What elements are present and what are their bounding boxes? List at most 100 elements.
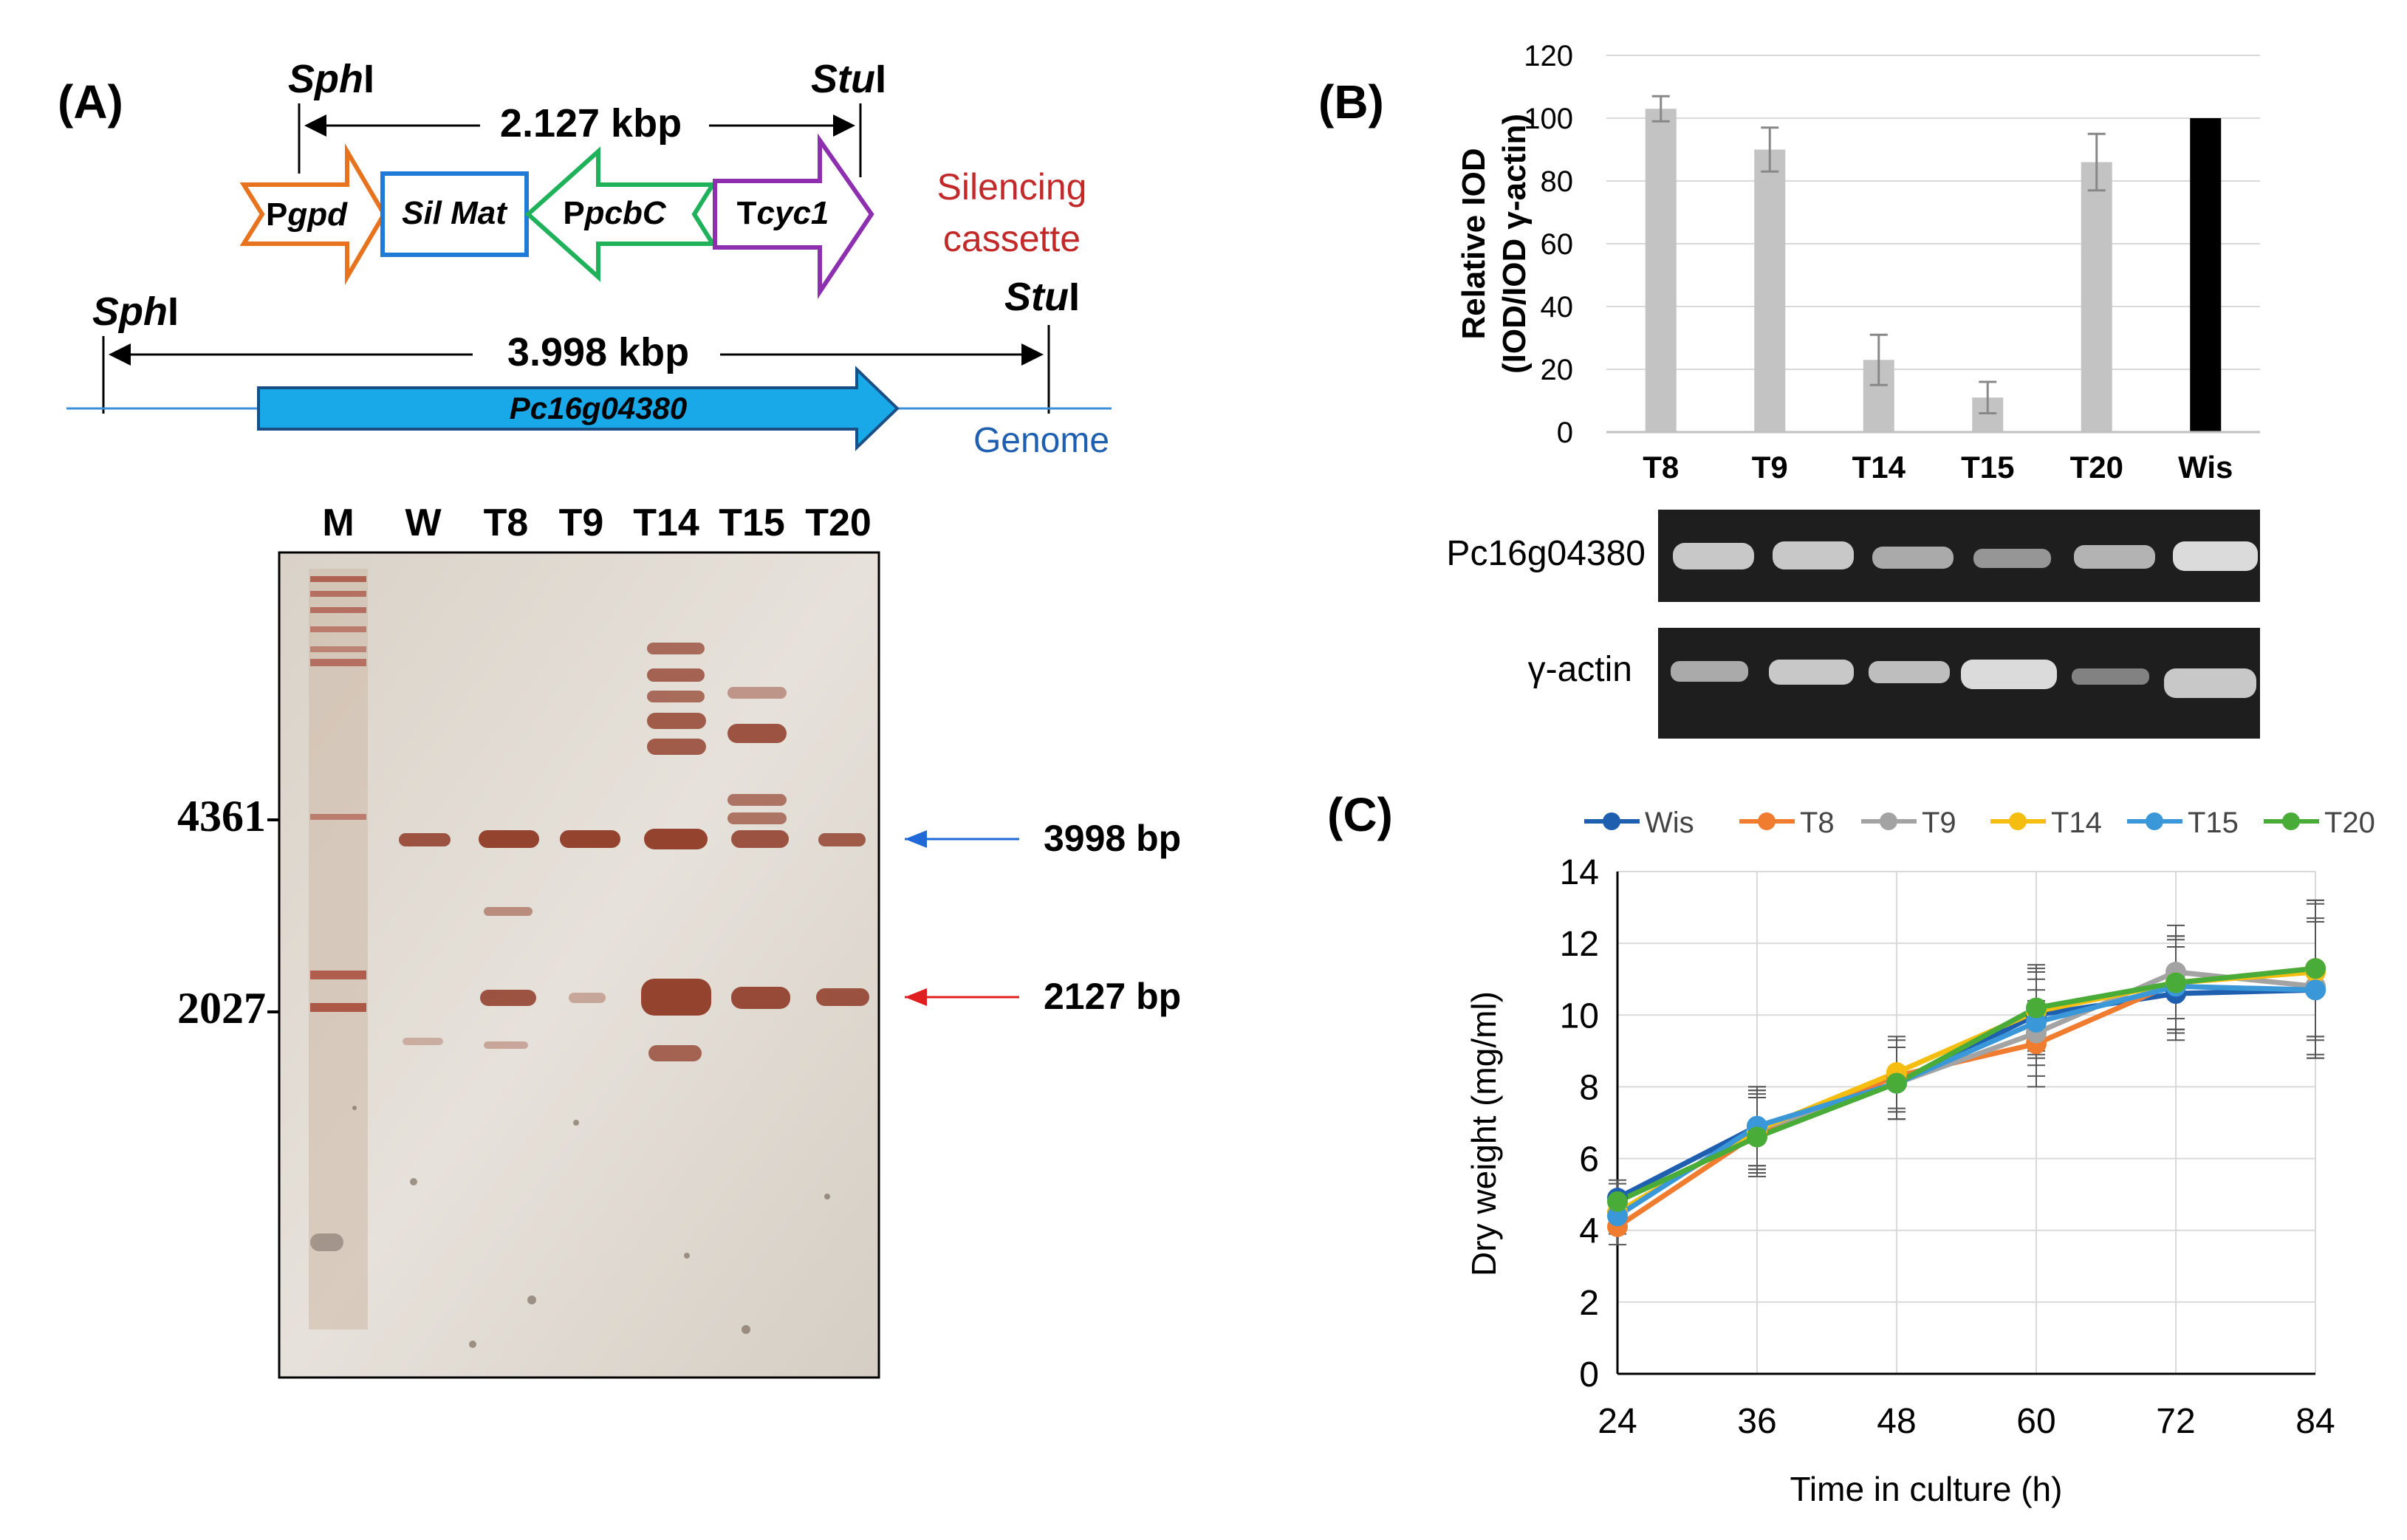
panel-c-label: (C) bbox=[1327, 788, 1393, 841]
panel-a-label: (A) bbox=[58, 75, 123, 129]
tcyc1-label: Tcyc1 bbox=[737, 195, 829, 231]
x-tick-label: Wis bbox=[2178, 450, 2233, 485]
legend-label: T14 bbox=[2051, 807, 2102, 839]
gene-label: Pc16g04380 bbox=[510, 391, 688, 425]
silencing-cassette-line1: Silencing bbox=[937, 166, 1087, 208]
y-tick-label: 10 bbox=[1560, 996, 1599, 1036]
bar bbox=[1645, 109, 1677, 432]
y-tick-label: 20 bbox=[1541, 354, 1574, 386]
y-tick-label: 6 bbox=[1579, 1140, 1599, 1180]
legend-label: Wis bbox=[1645, 807, 1694, 839]
band-2127-arrowhead bbox=[905, 988, 927, 1006]
y-tick-label: 80 bbox=[1541, 165, 1574, 198]
band-2127-label: 2127 bp bbox=[1044, 976, 1181, 1017]
data-point bbox=[1886, 1072, 1907, 1094]
construct-size-label: 2.127 kbp bbox=[500, 101, 682, 146]
x-tick-label: 24 bbox=[1598, 1402, 1637, 1441]
legend-swatch-marker bbox=[2282, 812, 2300, 830]
ppcbc-promoter-arrow bbox=[524, 146, 717, 282]
panel-c-xlabel: Time in culture (h) bbox=[1790, 1470, 2063, 1508]
panel-b-ylabel: Relative IOD (IOD/IOD γ-actin) bbox=[1456, 114, 1533, 374]
genome-size-label: 3.998 kbp bbox=[507, 330, 689, 374]
series-line-t9 bbox=[1616, 969, 2316, 1215]
genome-site-right: StuI bbox=[1004, 275, 1080, 319]
band-3998-arrowhead bbox=[905, 830, 927, 848]
x-tick-label: T9 bbox=[1752, 450, 1788, 485]
ppcbc-label: PpcbC bbox=[563, 195, 667, 231]
y-tick-label: 2 bbox=[1579, 1284, 1599, 1323]
y-tick-label: 60 bbox=[1541, 228, 1574, 261]
data-point bbox=[2305, 979, 2326, 1001]
bar bbox=[2081, 162, 2112, 432]
y-tick-label: 120 bbox=[1524, 40, 1573, 72]
x-tick-label: T8 bbox=[1643, 450, 1679, 485]
pgpd-promoter-arrow bbox=[239, 143, 387, 286]
svg-text:(IOD/IOD γ-actin): (IOD/IOD γ-actin) bbox=[1496, 114, 1533, 374]
lane-label: T14 bbox=[633, 502, 699, 544]
line-chart-legend: Wis T8 T9 T14 T15 T20 bbox=[1584, 807, 2375, 839]
legend-swatch-marker bbox=[1603, 812, 1620, 830]
marker-label-2027: 2027 bbox=[177, 984, 266, 1033]
legend-swatch-marker bbox=[1758, 812, 1776, 830]
y-tick-label: 12 bbox=[1560, 925, 1599, 964]
bar-chart: 0 20 40 60 80 100 120 T8 T9 T14 T15 T20 Wis bbox=[1524, 40, 2260, 485]
data-point bbox=[2305, 958, 2326, 979]
legend-swatch-marker bbox=[2009, 812, 2027, 830]
tcyc1-terminator-arrow bbox=[713, 133, 874, 299]
svg-text:Relative IOD: Relative IOD bbox=[1456, 148, 1492, 339]
x-tick-label: 60 bbox=[2016, 1402, 2055, 1441]
y-tick-label: 14 bbox=[1560, 853, 1599, 892]
data-point bbox=[2165, 972, 2186, 993]
x-tick-label: T15 bbox=[1961, 450, 2014, 485]
data-point bbox=[1607, 1205, 1628, 1227]
genome-site-left: SphI bbox=[92, 290, 179, 334]
silencing-cassette-line2: cassette bbox=[943, 218, 1081, 259]
panel-c-ylabel: Dry weight (mg/ml) bbox=[1465, 991, 1503, 1276]
bar bbox=[2190, 118, 2222, 432]
series-line-t14 bbox=[1616, 969, 2316, 1215]
series-line-t15 bbox=[1616, 983, 2316, 1219]
lane-label: T9 bbox=[559, 502, 604, 544]
blot-lane-labels: M W T8 T9 T14 T15 T20 bbox=[322, 502, 871, 544]
gene-arrow bbox=[257, 366, 900, 451]
gel-gamma-actin bbox=[1658, 628, 2260, 739]
data-point bbox=[1747, 1126, 1767, 1148]
band-3998-label: 3998 bp bbox=[1044, 818, 1181, 859]
genome-label: Genome bbox=[973, 421, 1109, 460]
gel-label-gamma-actin: γ-actin bbox=[1528, 650, 1632, 689]
x-tick-label: 36 bbox=[1737, 1402, 1776, 1441]
y-tick-label: 0 bbox=[1557, 417, 1573, 449]
sil-mat-label: Sil Mat bbox=[402, 195, 508, 231]
data-point bbox=[2026, 997, 2047, 1019]
y-tick-label: 4 bbox=[1579, 1212, 1599, 1251]
southern-blot bbox=[278, 551, 880, 1379]
series-line-t8 bbox=[1616, 965, 2316, 1229]
panel-b-label: (B) bbox=[1318, 75, 1384, 129]
series-line-wis bbox=[1616, 987, 2316, 1201]
legend-label: T20 bbox=[2324, 807, 2375, 839]
lane-label: M bbox=[322, 502, 354, 544]
bar bbox=[1754, 149, 1786, 432]
legend-swatch-marker bbox=[1880, 812, 1897, 830]
lane-label: T8 bbox=[484, 502, 529, 544]
series-line-t20 bbox=[1616, 965, 2316, 1205]
y-tick-label: 8 bbox=[1579, 1068, 1599, 1107]
x-tick-label: 48 bbox=[1877, 1402, 1916, 1441]
data-point bbox=[1607, 1191, 1628, 1212]
marker-label-4361: 4361 bbox=[177, 792, 266, 841]
lane-label: T15 bbox=[719, 502, 785, 544]
y-tick-label: 100 bbox=[1524, 103, 1573, 135]
x-tick-label: T14 bbox=[1852, 450, 1906, 485]
y-tick-label: 0 bbox=[1579, 1355, 1599, 1394]
legend-label: T8 bbox=[1800, 807, 1835, 839]
legend-swatch-marker bbox=[2146, 812, 2163, 830]
construct-site-left: SphI bbox=[288, 57, 374, 101]
lane-label: W bbox=[405, 502, 442, 544]
x-tick-label: 84 bbox=[2295, 1402, 2335, 1441]
lane-label: T20 bbox=[805, 502, 872, 544]
data-point bbox=[2026, 1012, 2047, 1033]
y-tick-label: 40 bbox=[1541, 291, 1574, 324]
gel-label-pc16g04380: Pc16g04380 bbox=[1446, 534, 1646, 573]
